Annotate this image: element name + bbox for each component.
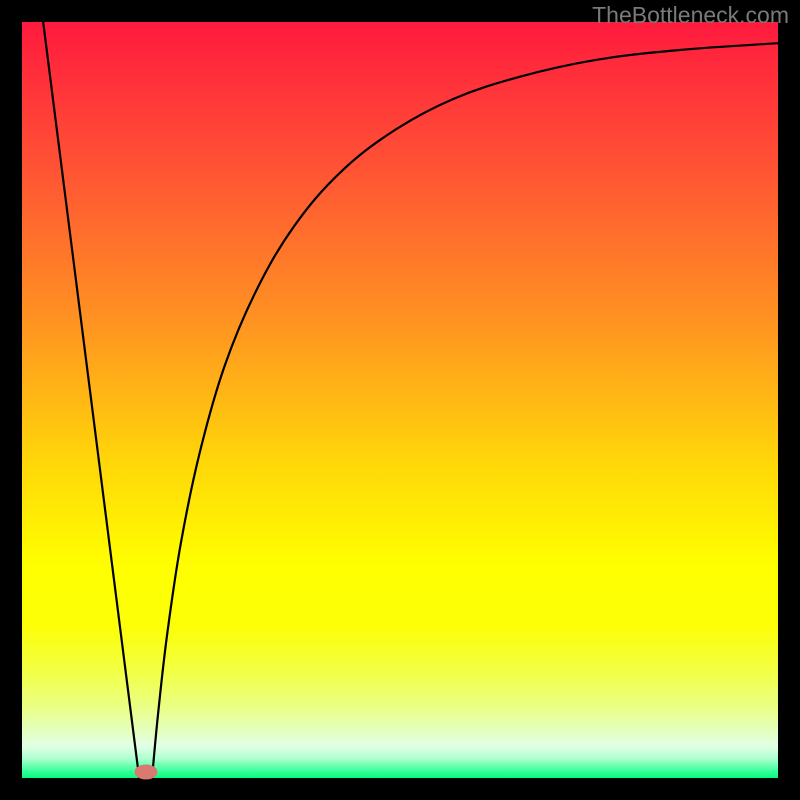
optimal-point-marker	[135, 765, 157, 779]
gradient-background	[22, 22, 778, 778]
chart-frame	[0, 0, 800, 800]
bottleneck-chart	[0, 0, 800, 800]
watermark-text: TheBottleneck.com	[592, 2, 789, 29]
